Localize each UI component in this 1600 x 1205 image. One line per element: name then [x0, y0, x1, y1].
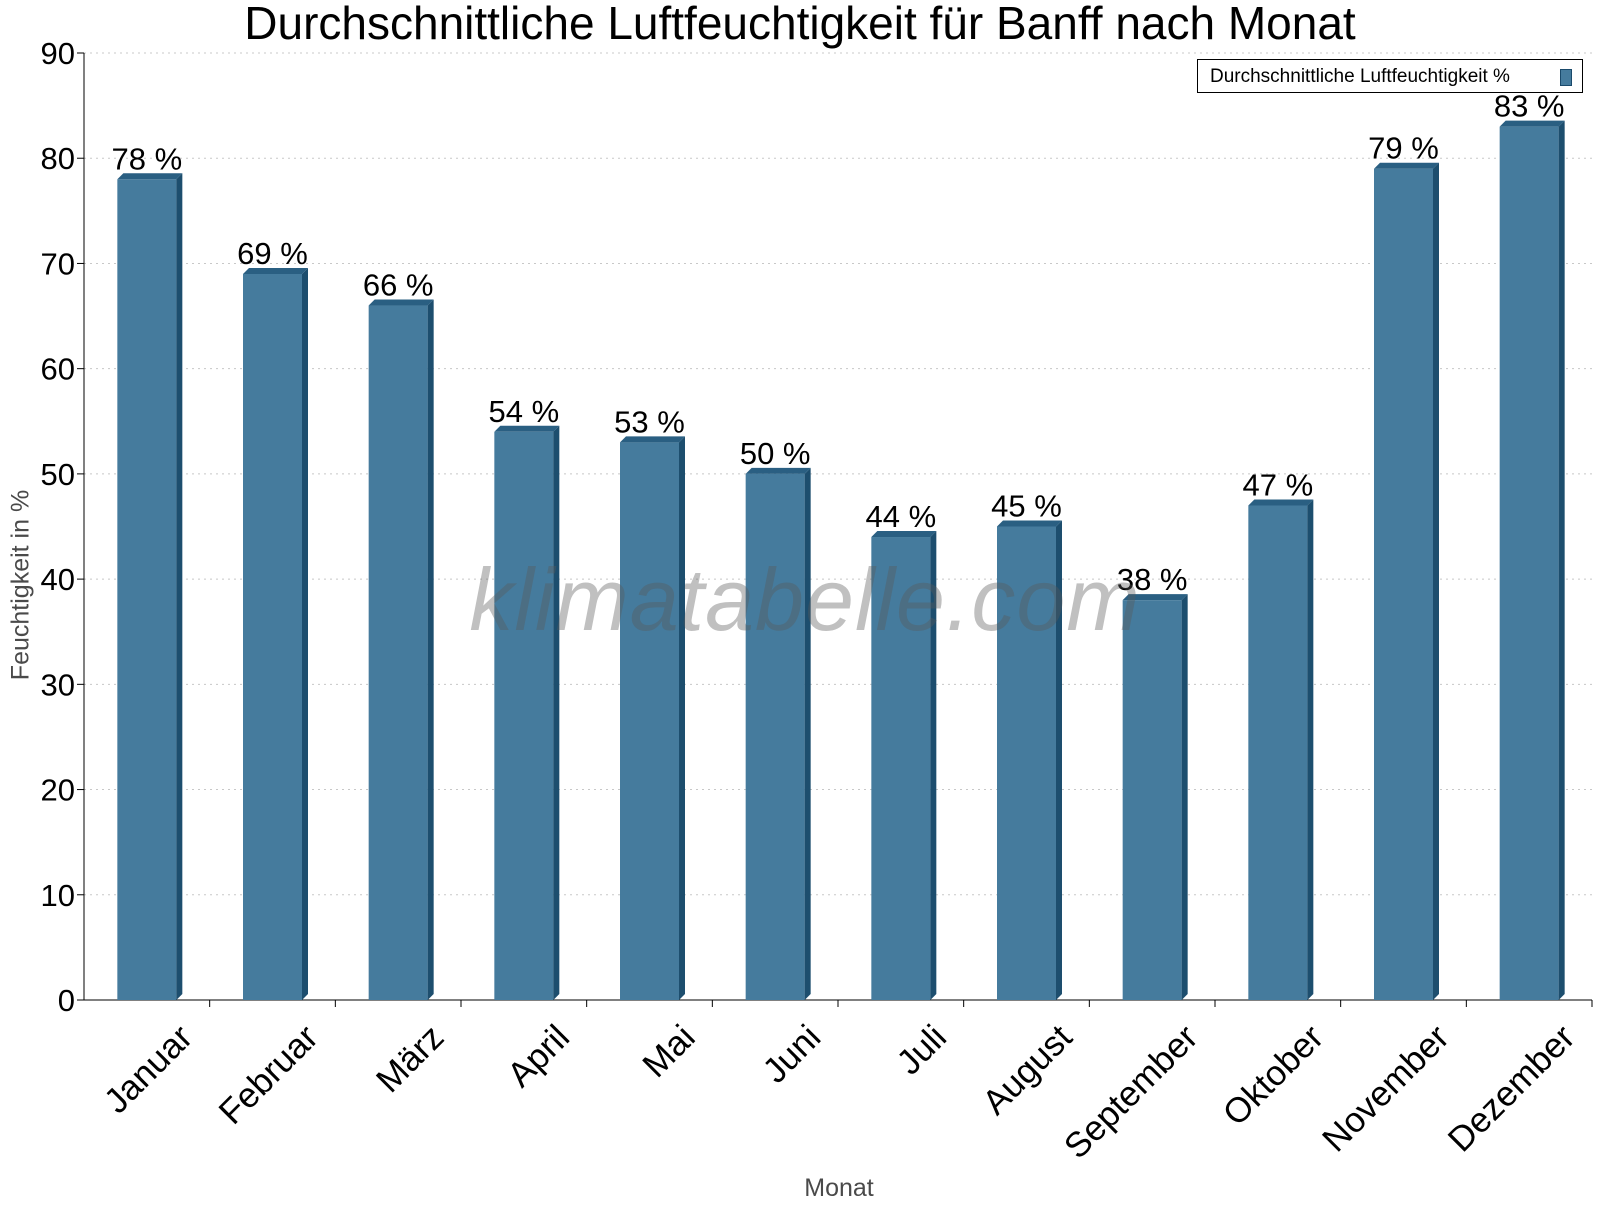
x-tick-label: Februar [211, 1017, 325, 1131]
data-label: 78 % [111, 141, 182, 176]
data-label: 47 % [1242, 467, 1313, 502]
bar-top [368, 299, 434, 306]
bar [745, 473, 805, 1000]
y-tick-label: 20 [41, 773, 75, 808]
x-tick-label: Januar [97, 1017, 200, 1120]
bar [494, 431, 554, 1000]
data-label: 66 % [363, 268, 434, 303]
x-axis-label: Monat [804, 1174, 874, 1202]
data-label: 38 % [1117, 562, 1188, 597]
bar [368, 305, 428, 1000]
bar-top [997, 520, 1062, 527]
y-tick-label: 90 [41, 36, 75, 71]
y-tick-label: 80 [41, 141, 75, 176]
bar-side [1307, 499, 1314, 1000]
bar-top [117, 173, 183, 180]
legend-swatch [1560, 69, 1572, 86]
chart-title: Durchschnittliche Luftfeuchtigkeit für B… [244, 0, 1356, 49]
bar-side [553, 425, 560, 1000]
y-axis-label: Feuchtigkeit in % [6, 489, 35, 681]
bar [1248, 505, 1308, 1000]
bar-side [930, 531, 937, 1000]
bar-top [1499, 120, 1565, 127]
y-tick-label: 0 [58, 983, 75, 1018]
bar-top [1122, 594, 1188, 601]
legend: Durchschnittliche Luftfeuchtigkeit % [1197, 59, 1583, 93]
bar-side [1558, 120, 1565, 1000]
data-label: 53 % [614, 404, 685, 439]
x-tick-label: Oktober [1215, 1017, 1331, 1133]
y-tick-label: 60 [41, 352, 75, 387]
x-tick-label: September [1057, 1017, 1206, 1166]
watermark: klimatabelle.com [469, 550, 1141, 649]
bar [997, 526, 1056, 1000]
bar-side [427, 299, 434, 1000]
data-label: 83 % [1494, 89, 1565, 124]
y-tick-label: 50 [41, 457, 75, 492]
bar-side [804, 467, 811, 1000]
bar-top [871, 531, 937, 538]
x-tick-label: November [1315, 1017, 1457, 1159]
bar-top [243, 267, 308, 274]
data-label: 54 % [488, 394, 559, 429]
x-tick-label: Dezember [1441, 1017, 1583, 1159]
x-tick-label: August [975, 1017, 1080, 1122]
bar-top [745, 467, 811, 474]
bar-top [1248, 499, 1314, 506]
bar [1374, 168, 1433, 1000]
bar-side [1433, 162, 1439, 1000]
y-tick-label: 40 [41, 562, 75, 597]
x-tick-label: April [500, 1018, 577, 1095]
bar [243, 273, 302, 1000]
data-label: 69 % [237, 236, 308, 271]
x-tick-label: Mai [635, 1018, 702, 1085]
x-tick-label: Juli [889, 1018, 954, 1083]
bar [1122, 600, 1182, 1000]
legend-label: Durchschnittliche Luftfeuchtigkeit % [1210, 66, 1510, 87]
x-tick-label: März [369, 1018, 452, 1101]
data-label: 44 % [865, 499, 936, 534]
bar-side [302, 267, 308, 1000]
data-label: 50 % [740, 436, 811, 471]
bar [1499, 126, 1559, 1000]
bar-top [494, 425, 560, 432]
y-tick-label: 70 [41, 246, 75, 281]
bar-top [620, 436, 685, 443]
bar-side [679, 436, 685, 1000]
bar-side [1181, 594, 1188, 1000]
bar [620, 442, 679, 1000]
data-label: 45 % [991, 489, 1062, 524]
y-tick-label: 10 [41, 878, 75, 913]
data-label: 79 % [1368, 131, 1439, 166]
x-tick-label: Juni [755, 1018, 828, 1091]
bar [871, 537, 931, 1000]
bar-top [1374, 162, 1439, 169]
y-tick-label: 30 [41, 667, 75, 702]
bar-side [1056, 520, 1062, 1000]
bar-side [176, 173, 183, 1000]
bar [117, 179, 177, 1000]
